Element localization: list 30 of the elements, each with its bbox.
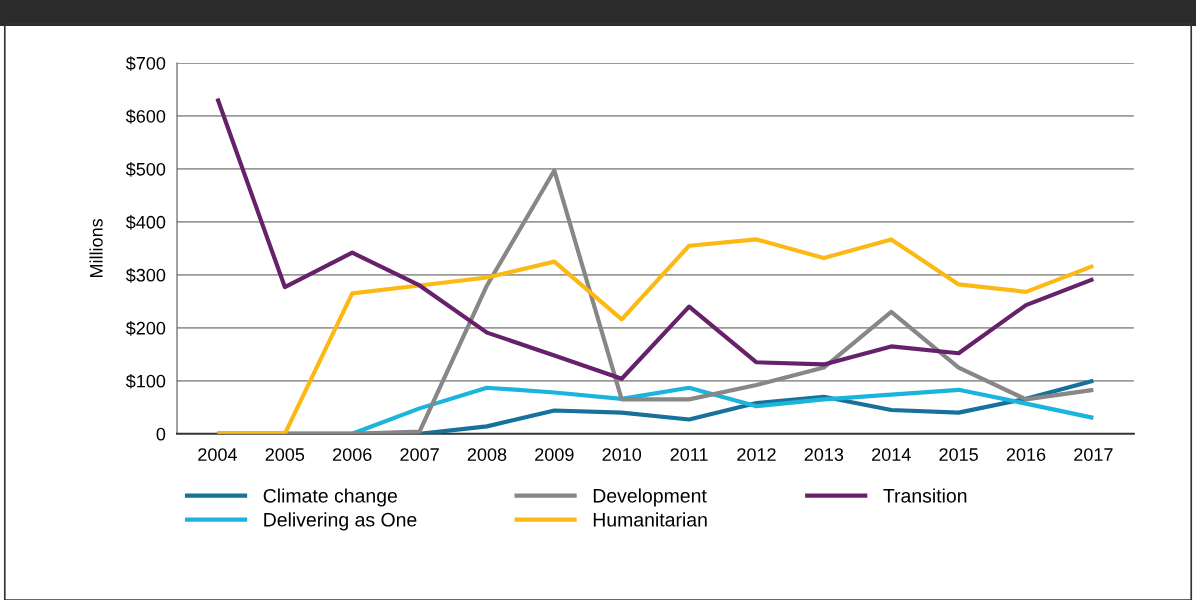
y-tick-label: $300: [125, 268, 166, 283]
x-tick-label: 2014: [872, 448, 911, 461]
legend-label: Climate change: [263, 488, 397, 507]
x-tick-label: 2013: [804, 448, 844, 461]
x-tick-label: 2006: [333, 448, 372, 461]
x-tick-label: 2005: [265, 448, 305, 461]
y-tick-label: $200: [125, 321, 166, 336]
legend-label: Transition: [883, 488, 967, 503]
x-tick-label: 2017: [1074, 448, 1113, 461]
y-tick-label: $500: [125, 162, 166, 177]
x-tick-label: 2011: [670, 448, 708, 461]
legend-label: Delivering as One: [264, 512, 417, 531]
x-tick-label: 2016: [1006, 448, 1046, 461]
y-tick-label: $600: [125, 109, 166, 124]
x-tick-label: 2015: [939, 448, 978, 461]
x-tick-label: 2009: [535, 448, 574, 461]
x-tick-label: 2007: [400, 448, 439, 461]
y-axis-title: Millions: [89, 218, 103, 278]
legend-label: Development: [593, 488, 707, 507]
x-tick-label: 2004: [198, 448, 237, 461]
y-tick-label: $700: [125, 56, 166, 71]
y-tick-label: $100: [125, 374, 166, 389]
x-tick-label: 2008: [467, 448, 507, 461]
x-tick-label: 2012: [737, 448, 776, 461]
line-series: [215, 96, 1096, 381]
legend-label: Humanitarian: [593, 512, 707, 527]
line-series: [215, 237, 1096, 434]
y-tick-label: $400: [125, 215, 166, 230]
y-tick-label: 0: [156, 427, 166, 441]
x-tick-label: 2010: [602, 448, 642, 461]
